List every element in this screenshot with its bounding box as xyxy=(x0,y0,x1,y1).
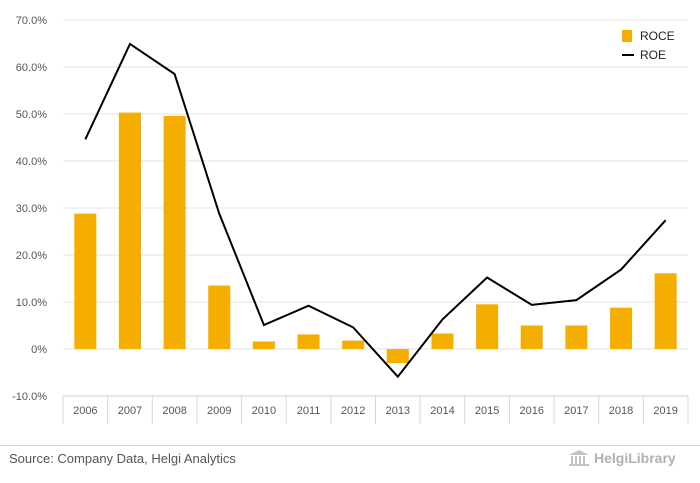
footer-divider xyxy=(0,445,700,446)
x-tick-label: 2006 xyxy=(73,405,97,417)
legend-swatch-roce xyxy=(622,30,632,42)
roce-bar xyxy=(342,340,365,349)
y-tick-label: 60.0% xyxy=(16,62,47,74)
source-note: Source: Company Data, Helgi Analytics xyxy=(9,451,236,466)
roe-line-series xyxy=(84,42,667,379)
legend-label-roce: ROCE xyxy=(640,29,675,43)
x-tick-label: 2017 xyxy=(564,405,588,417)
roce-bar xyxy=(610,307,633,349)
roce-bar xyxy=(386,349,409,364)
y-tick-label: 40.0% xyxy=(16,156,47,168)
x-tick-label: 2010 xyxy=(252,405,276,417)
x-tick-label: 2009 xyxy=(207,405,231,417)
helgi-library-logo: HelgiLibrary xyxy=(568,449,676,467)
roce-bar xyxy=(654,273,677,349)
library-building-icon xyxy=(569,450,589,466)
y-tick-label: 50.0% xyxy=(16,109,47,121)
roce-bar xyxy=(476,304,499,349)
roce-bar xyxy=(163,115,186,349)
x-tick-label: 2019 xyxy=(653,405,677,417)
roce-bar xyxy=(520,325,543,349)
roce-bar xyxy=(565,325,588,349)
x-tick-label: 2008 xyxy=(162,405,186,417)
x-tick-label: 2011 xyxy=(297,405,321,417)
roce-bar xyxy=(74,213,97,349)
y-axis: -10.0% 0% 10.0% 20.0% 30.0% 40.0% 50.0% 60.0% 70… xyxy=(12,15,47,403)
y-tick-label: -10.0% xyxy=(12,391,47,403)
y-tick-label: 10.0% xyxy=(16,297,47,309)
x-tick-label: 2018 xyxy=(609,405,633,417)
x-tick-label: 2014 xyxy=(430,405,454,417)
roce-bars xyxy=(74,112,677,364)
x-tick-label: 2007 xyxy=(118,405,142,417)
x-tick-label: 2016 xyxy=(520,405,544,417)
x-axis: 2006 2007 2008 2009 2010 2011 2012 2013 2014 2015… xyxy=(62,395,689,424)
combo-chart: -10.0% 0% 10.0% 20.0% 30.0% 40.0% 50.0% 60.0% 70… xyxy=(12,15,689,424)
y-tick-label: 70.0% xyxy=(16,15,47,27)
y-tick-label: 0% xyxy=(31,344,47,356)
y-tick-label: 30.0% xyxy=(16,203,47,215)
roce-bar xyxy=(297,334,320,349)
roce-bar xyxy=(208,285,231,349)
legend-label-roe: ROE xyxy=(640,48,666,62)
x-tick-label: 2015 xyxy=(475,405,499,417)
roe-line xyxy=(84,42,667,379)
gridlines xyxy=(63,19,688,397)
y-tick-label: 20.0% xyxy=(16,250,47,262)
legend: ROCE ROE xyxy=(622,29,675,62)
roce-bar xyxy=(118,112,141,349)
roce-bar xyxy=(431,333,454,349)
x-tick-label: 2012 xyxy=(341,405,365,417)
brand-name: HelgiLibrary xyxy=(594,450,676,466)
roce-bar xyxy=(252,341,275,349)
x-tick-label: 2013 xyxy=(386,405,410,417)
